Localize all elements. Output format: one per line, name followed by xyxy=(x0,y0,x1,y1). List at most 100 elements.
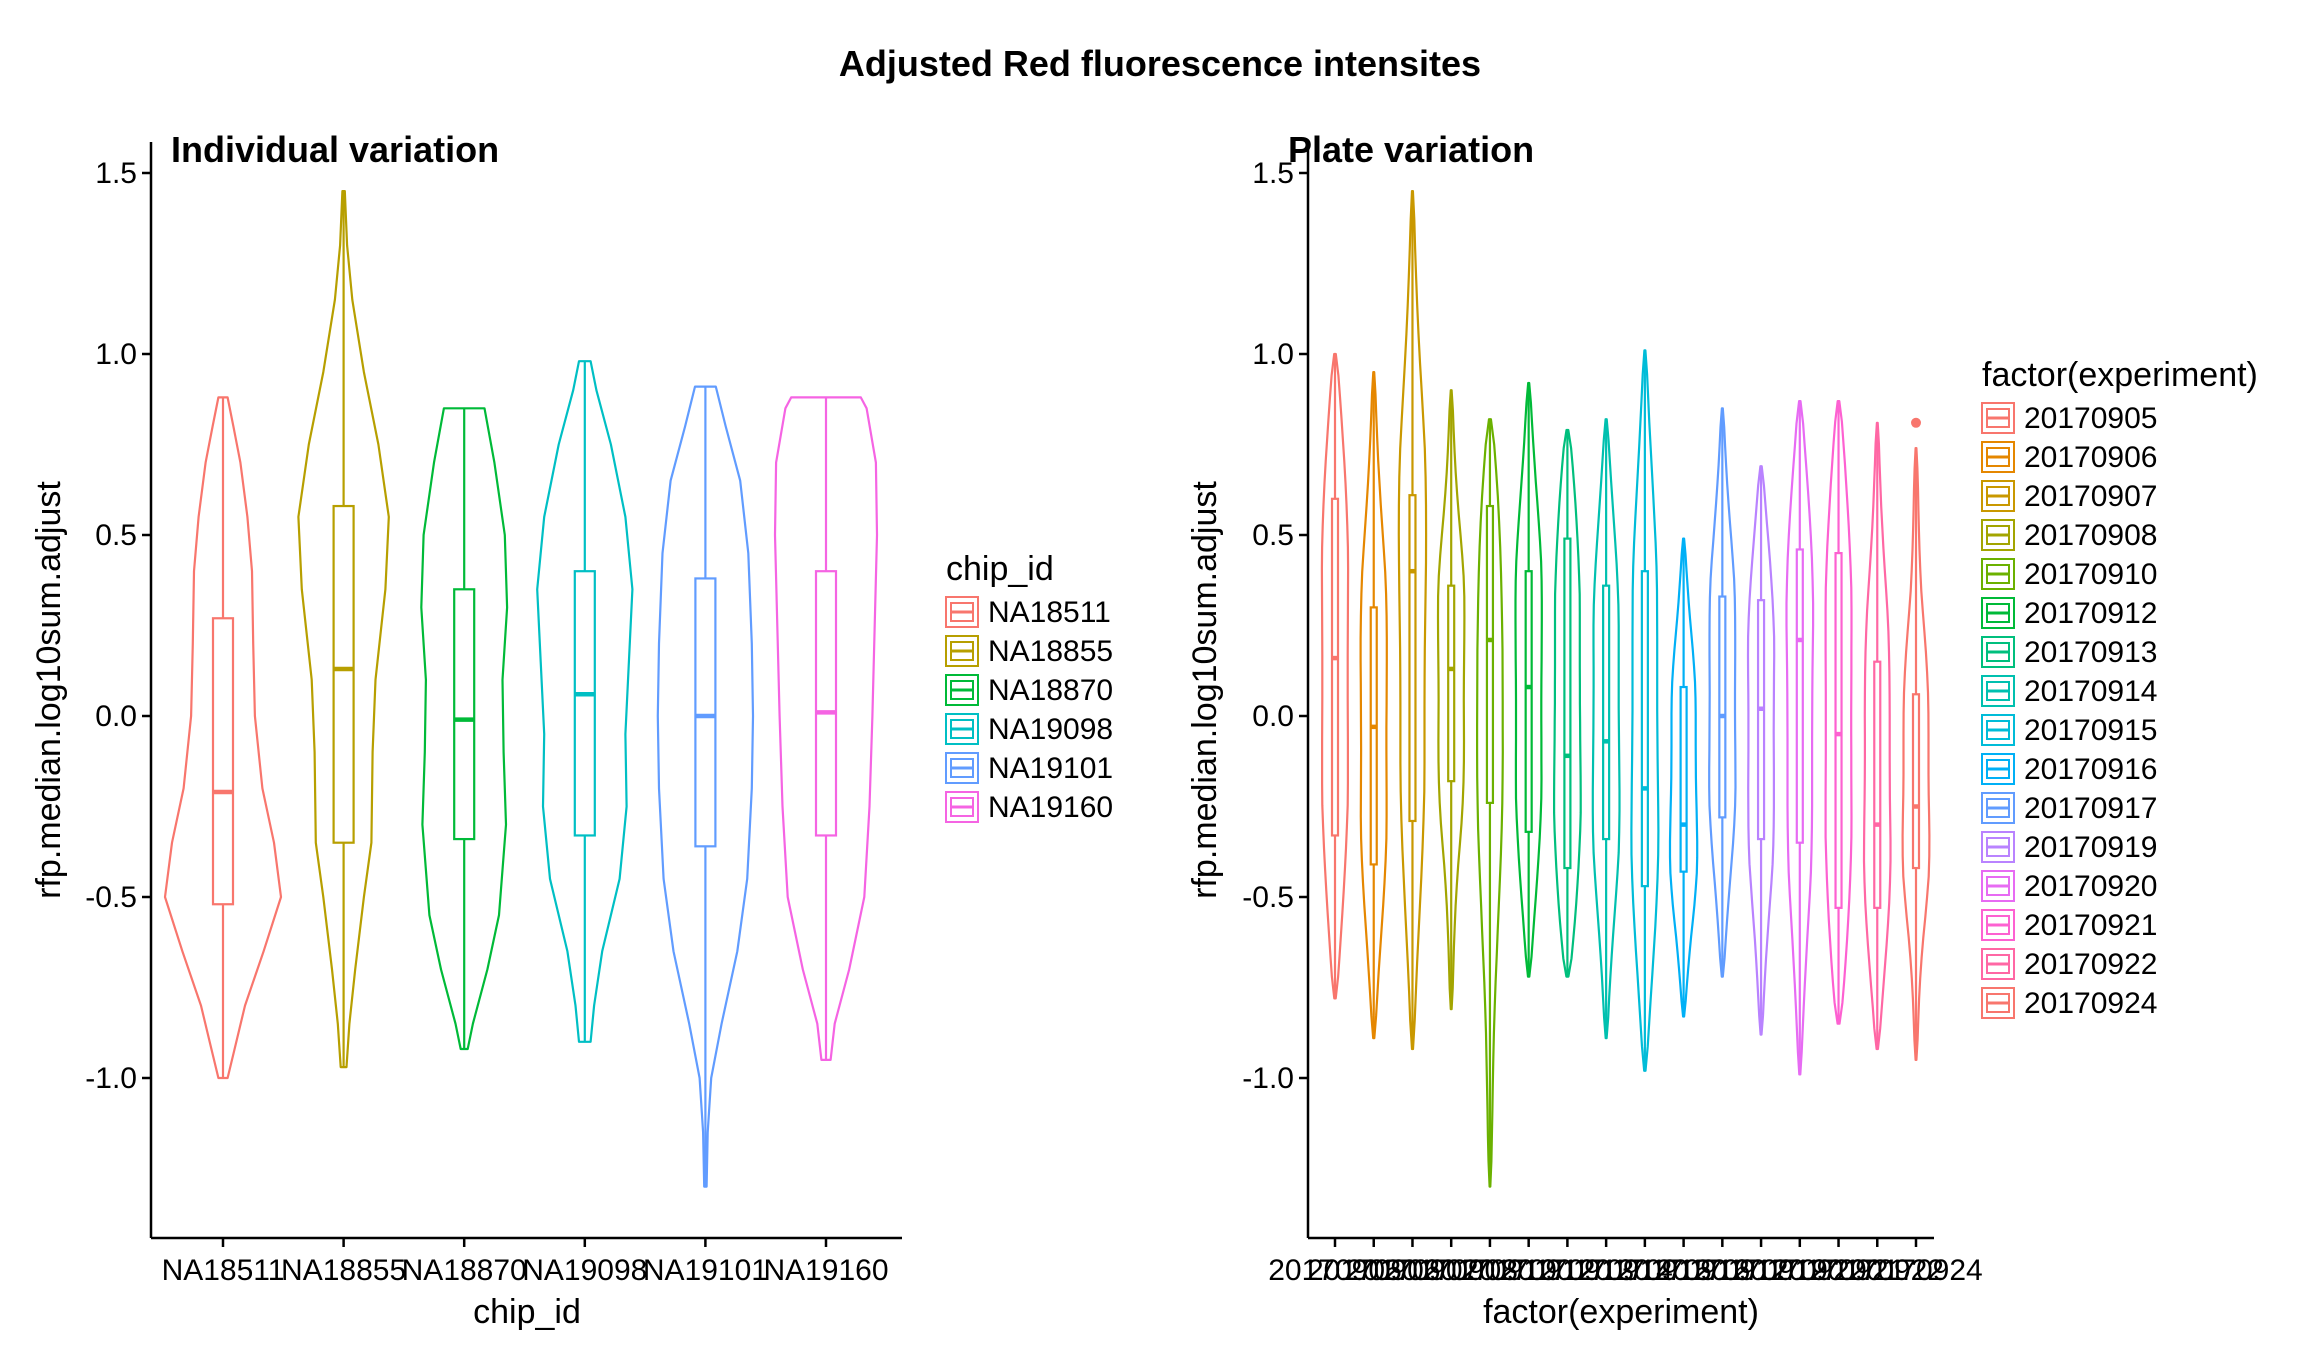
right-box-20170920 xyxy=(1795,548,1804,844)
left-legend-item-NA19160: NA19160 xyxy=(945,791,1113,824)
right-x-tick-label: 20170910 xyxy=(1423,1254,1556,1287)
left-legend-key xyxy=(945,674,979,706)
right-legend-key xyxy=(1981,753,2015,785)
left-box-NA18870 xyxy=(453,588,476,841)
right-legend-item-20170915: 20170915 xyxy=(1981,714,2157,747)
individual-variation-panel: Individual variation 1.5 1.0 0.5 0.0 -0.5 -1.… xyxy=(30,129,1113,1331)
figure-title: Adjusted Red fluorescence intensites xyxy=(839,43,1481,84)
right-y-ticks: 1.5 1.0 0.5 0.0 -0.5 -1.0 xyxy=(1242,157,1308,1095)
right-y-tick-label: 0.5 xyxy=(1252,519,1294,552)
left-box-NA19160 xyxy=(814,570,838,837)
right-x-tick-label: 20170915 xyxy=(1578,1254,1711,1287)
right-outlier-20170924 xyxy=(1911,417,1921,428)
right-box-20170913 xyxy=(1563,537,1572,870)
left-x-tick-label: NA19101 xyxy=(643,1254,768,1287)
left-y-tick-label: 1.0 xyxy=(95,338,137,371)
right-x-tick-label: 20170919 xyxy=(1694,1254,1827,1287)
left-box-NA18511 xyxy=(211,617,235,906)
right-legend-item-20170910: 20170910 xyxy=(1981,558,2157,591)
left-legend-key xyxy=(945,596,979,628)
right-x-tick-label: 20170921 xyxy=(1772,1254,1905,1287)
right-violins xyxy=(1320,190,1931,1188)
right-violin-20170919 xyxy=(1746,465,1776,1036)
left-x-tick-label: NA18855 xyxy=(281,1254,406,1287)
right-legend-key xyxy=(1981,597,2015,629)
left-legend-label: NA18511 xyxy=(988,596,1111,629)
right-legend-item-20170907: 20170907 xyxy=(1981,480,2157,513)
right-legend-key xyxy=(1981,831,2015,863)
right-legend-label: 20170905 xyxy=(2024,402,2157,435)
right-box-20170912 xyxy=(1524,570,1533,833)
right-legend-label: 20170914 xyxy=(2024,675,2157,708)
right-legend-label: 20170924 xyxy=(2024,987,2157,1020)
right-legend-item-20170920: 20170920 xyxy=(1981,870,2157,903)
right-x-tick-label: 20170922 xyxy=(1811,1254,1944,1287)
right-y-tick-label: -1.0 xyxy=(1242,1062,1294,1095)
right-legend-label: 20170906 xyxy=(2024,441,2157,474)
left-legend-item-NA18855: NA18855 xyxy=(945,635,1113,668)
left-legend: NA18511 NA18855 NA18870 NA19098 NA19101 NA191… xyxy=(945,596,1113,824)
right-x-tick-label: 20170912 xyxy=(1462,1254,1595,1287)
right-legend-label: 20170920 xyxy=(2024,870,2157,903)
right-box-20170924 xyxy=(1911,693,1921,870)
right-box-20170910 xyxy=(1485,504,1495,804)
left-legend-key xyxy=(945,713,979,745)
right-box-20170915 xyxy=(1640,570,1649,888)
right-legend-label: 20170908 xyxy=(2024,519,2157,552)
left-x-axis-title: chip_id xyxy=(473,1293,581,1331)
left-legend-item-NA19098: NA19098 xyxy=(945,713,1113,746)
right-legend-label: 20170912 xyxy=(2024,597,2157,630)
right-y-tick-label: -0.5 xyxy=(1242,881,1294,914)
right-legend-item-20170924: 20170924 xyxy=(1981,987,2157,1020)
left-y-tick-label: 0.0 xyxy=(95,700,137,733)
right-box-20170907 xyxy=(1408,494,1417,823)
right-box-20170908 xyxy=(1447,584,1456,783)
left-legend-label: NA18870 xyxy=(988,674,1113,707)
right-legend-label: 20170916 xyxy=(2024,753,2157,786)
left-violin-NA19160 xyxy=(773,396,879,1061)
right-legend-label: 20170913 xyxy=(2024,636,2157,669)
left-legend-label: NA19160 xyxy=(988,791,1113,824)
right-legend-key xyxy=(1981,441,2015,473)
left-y-tick-label: 0.5 xyxy=(95,519,137,552)
right-y-tick-label: 1.0 xyxy=(1252,338,1294,371)
left-box-NA19098 xyxy=(573,570,596,837)
left-y-ticks: 1.5 1.0 0.5 0.0 -0.5 -1.0 xyxy=(85,157,151,1095)
left-legend-label: NA19101 xyxy=(988,752,1113,785)
right-y-tick-label: 1.5 xyxy=(1252,157,1294,190)
right-legend-title: factor(experiment) xyxy=(1982,356,2258,394)
left-legend-item-NA19101: NA19101 xyxy=(945,752,1113,785)
right-legend-item-20170905: 20170905 xyxy=(1981,402,2157,435)
right-x-tick-label: 20170905 xyxy=(1268,1254,1401,1287)
right-box-20170922 xyxy=(1873,660,1882,909)
left-violin-NA18511 xyxy=(163,396,283,1080)
right-violin-20170916 xyxy=(1668,537,1699,1018)
right-legend-item-20170916: 20170916 xyxy=(1981,753,2157,786)
right-legend-label: 20170921 xyxy=(2024,909,2157,942)
right-x-tick-label: 20170924 xyxy=(1849,1254,1982,1287)
left-x-tick-label: NA19098 xyxy=(522,1254,647,1287)
right-x-tick-label: 20170913 xyxy=(1501,1254,1634,1287)
left-violins xyxy=(163,190,879,1188)
left-legend-key xyxy=(945,791,979,823)
left-legend-title: chip_id xyxy=(946,550,1054,588)
right-legend-key xyxy=(1981,792,2015,824)
right-legend-item-20170919: 20170919 xyxy=(1981,831,2157,864)
right-box-20170916 xyxy=(1679,685,1688,873)
right-box-20170921 xyxy=(1834,551,1843,909)
right-legend-item-20170917: 20170917 xyxy=(1981,792,2157,825)
right-legend-item-20170908: 20170908 xyxy=(1981,519,2157,552)
right-x-tick-label: 20170917 xyxy=(1656,1254,1789,1287)
right-x-tick-label: 20170908 xyxy=(1384,1254,1517,1287)
left-legend-item-NA18511: NA18511 xyxy=(945,596,1111,629)
right-box-20170919 xyxy=(1756,599,1766,841)
right-legend-item-20170912: 20170912 xyxy=(1981,597,2157,630)
right-x-tick-label: 20170920 xyxy=(1733,1254,1866,1287)
left-box-NA18855 xyxy=(332,504,355,844)
right-legend-label: 20170915 xyxy=(2024,714,2157,747)
left-x-ticks: NA18511NA18855NA18870NA19098NA19101NA191… xyxy=(162,1238,889,1287)
right-x-ticks: 2017090520170906201709072017090820170910… xyxy=(1268,1238,1983,1287)
right-box-20170917 xyxy=(1718,595,1727,819)
